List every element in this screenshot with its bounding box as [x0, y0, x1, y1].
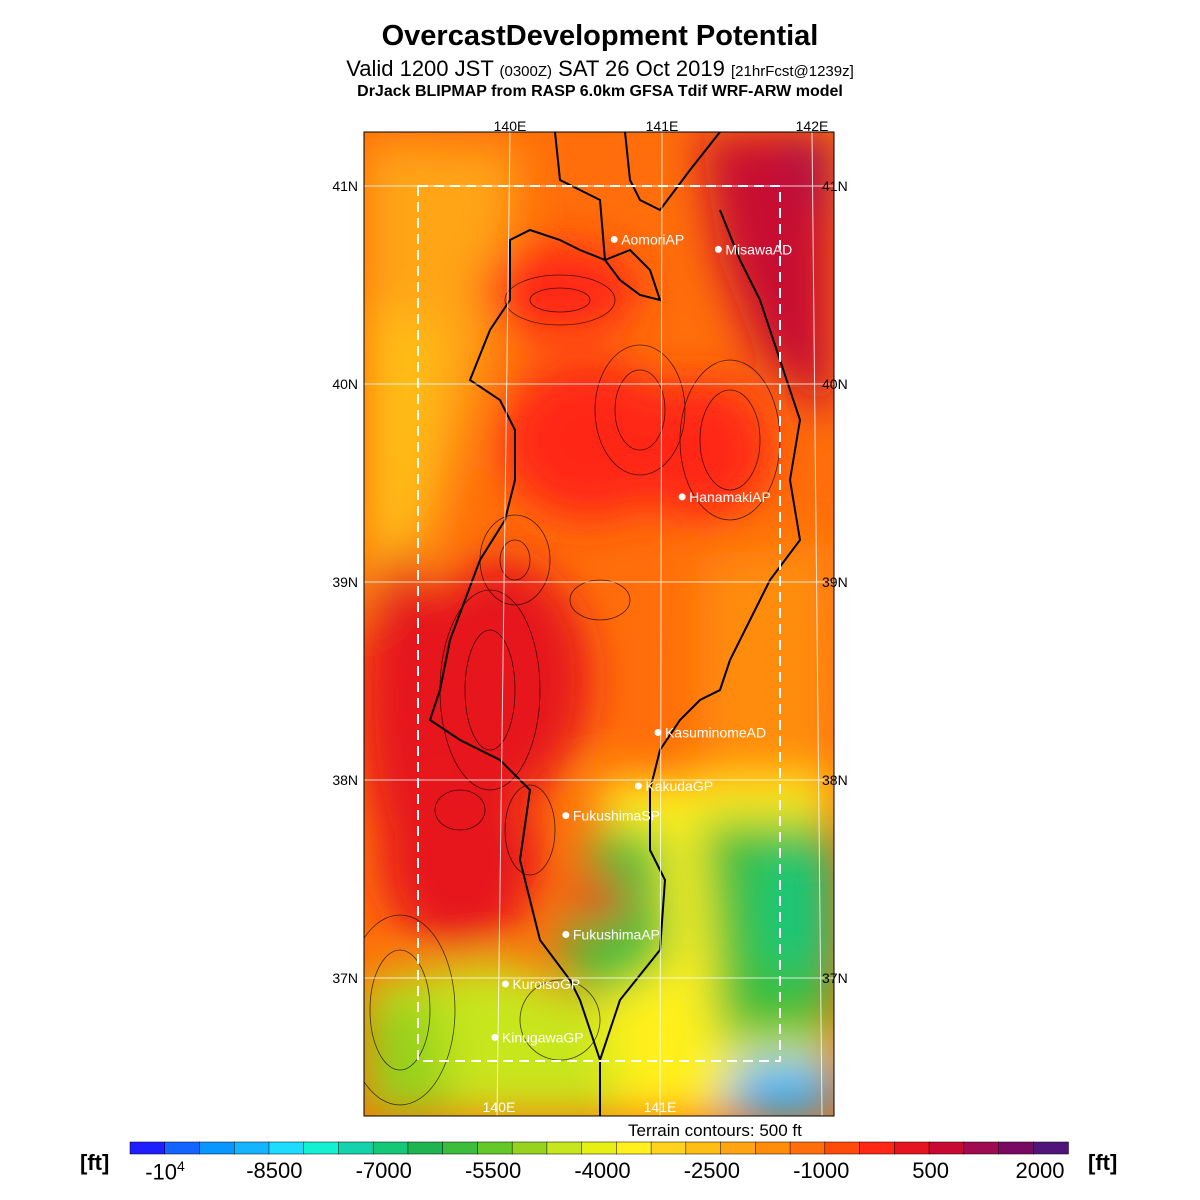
station-dot — [654, 728, 662, 736]
lat-label-left: 38N — [332, 772, 358, 788]
colorbar-swatch — [616, 1141, 652, 1155]
colorbar-label: -8500 — [246, 1158, 303, 1183]
stations-layer: AomoriAP MisawaAD HanamakiAP KasuminomeAD Ka… — [491, 231, 792, 1045]
colorbar-swatch — [477, 1141, 513, 1155]
axis-labels: 140E 141E 142E 140E 141E 41N 40N 39N 38N 37N 41N 40… — [332, 118, 847, 1115]
colorbar-swatch — [546, 1141, 583, 1155]
station-label: KinugawaGP — [502, 1029, 584, 1045]
station-dot — [501, 980, 509, 988]
map-title: OvercastDevelopment Potential — [381, 20, 819, 52]
colorbar-label: -2500 — [683, 1158, 741, 1183]
model-description: DrJack BLIPMAP from RASP 6.0km GFSA Tdif… — [357, 83, 843, 100]
colorbar-swatch — [164, 1141, 201, 1155]
lat-label-right: 39N — [822, 574, 848, 590]
terrain-contours — [364, 274, 781, 1106]
colorbar-label: -5500 — [464, 1158, 522, 1183]
station-dot — [714, 245, 722, 253]
colorbar-swatch — [894, 1141, 930, 1155]
station-label: MisawaAD — [725, 241, 792, 257]
lat-label-right: 38N — [822, 772, 848, 788]
colorbar-swatch — [581, 1141, 618, 1155]
lat-label-right: 41N — [822, 178, 848, 194]
station-label: KasuminomeAD — [665, 724, 766, 740]
colorbar-label: -4000 — [574, 1158, 631, 1183]
valid-date: SAT 26 Oct 2019 — [558, 56, 725, 81]
lon-label-top: 142E — [796, 118, 829, 134]
colorbar-label: -7000 — [355, 1158, 412, 1183]
station-label: KuroisoGP — [512, 976, 580, 992]
colorbar-unit-left: [ft] — [80, 1150, 110, 1175]
lon-label-top: 141E — [646, 118, 679, 134]
colorbar-swatch — [650, 1141, 687, 1155]
colorbar-swatch — [1033, 1141, 1069, 1155]
station-dot — [678, 493, 686, 501]
colorbar-swatch — [998, 1141, 1035, 1155]
lat-label-left: 37N — [332, 970, 358, 986]
colorbar-swatch — [129, 1141, 166, 1155]
coastline — [428, 132, 607, 1116]
mutsu-bay — [603, 248, 662, 302]
lat-label-right: 37N — [822, 970, 848, 986]
colorbar-swatch — [442, 1141, 479, 1155]
colorbar-unit-right: [ft] — [1088, 1150, 1118, 1175]
colorbar-swatch — [720, 1141, 757, 1155]
colorbar-label: 2000 — [1015, 1158, 1065, 1183]
station-dot — [562, 930, 570, 938]
forecast-info: [21hrFcst@1239z] — [731, 63, 854, 80]
station-label: FukushimaSP — [573, 808, 660, 824]
lon-label-bottom: 141E — [644, 1099, 677, 1115]
colorbar-swatch — [755, 1141, 791, 1155]
colorbar-label: -1000 — [793, 1158, 850, 1183]
colorbar-swatch — [268, 1141, 305, 1155]
lat-label-right: 40N — [822, 376, 848, 392]
station-dot — [491, 1033, 499, 1041]
map-subtitle: Valid 1200 JST (0300Z) SAT 26 Oct 2019 [… — [0, 56, 1200, 82]
colorbar-swatch — [199, 1141, 235, 1155]
colorbar-swatch — [372, 1141, 409, 1155]
station-label: AomoriAP — [621, 231, 684, 247]
station-label: KakudaGP — [645, 778, 713, 794]
colorbar-swatch — [789, 1141, 826, 1155]
colorbar-swatch — [233, 1141, 270, 1155]
colorbar — [129, 1141, 1069, 1155]
colorbar-swatch — [338, 1141, 374, 1155]
station-dot — [634, 782, 642, 790]
lon-label-bottom: 140E — [483, 1099, 516, 1115]
valid-time: Valid 1200 JST — [346, 56, 494, 81]
terrain-note: Terrain contours: 500 ft — [628, 1121, 802, 1140]
lat-label-left: 41N — [332, 178, 358, 194]
station-label: HanamakiAP — [689, 489, 771, 505]
colorbar-swatch — [511, 1141, 548, 1155]
colorbar-swatch — [859, 1141, 896, 1155]
colorbar-swatch — [824, 1141, 861, 1155]
colorbar-swatch — [407, 1141, 444, 1155]
plot-frame — [363, 131, 835, 1117]
lon-label-top: 140E — [494, 118, 527, 134]
station-dot — [610, 235, 618, 243]
colorbar-label: 500 — [912, 1158, 949, 1183]
colorbar-swatch — [303, 1141, 340, 1155]
inner-domain-box — [417, 185, 781, 1062]
lat-label-left: 39N — [332, 574, 358, 590]
colorbar-label: -104 — [145, 1158, 185, 1185]
station-label: FukushimaAP — [573, 926, 660, 942]
colorbar-swatch — [963, 1141, 1000, 1155]
station-dot — [562, 812, 570, 820]
colorbar-exponent: 4 — [177, 1158, 185, 1174]
east-coastline — [599, 132, 802, 1061]
lat-label-left: 40N — [332, 376, 358, 392]
field-layer — [364, 132, 834, 1116]
zulu-time: (0300Z) — [499, 63, 553, 80]
colorbar-swatch — [928, 1141, 965, 1155]
colorbar-swatch — [685, 1141, 722, 1155]
